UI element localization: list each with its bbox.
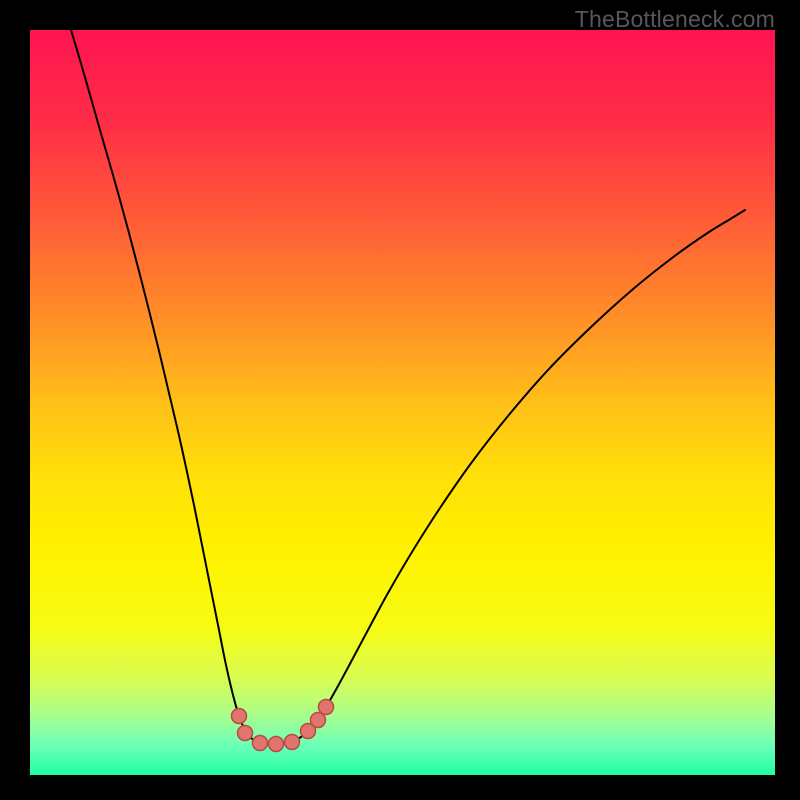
watermark-text: TheBottleneck.com — [575, 6, 775, 33]
data-marker — [269, 737, 284, 752]
chart-svg — [30, 30, 775, 775]
data-marker — [253, 736, 268, 751]
gradient-background — [30, 30, 775, 775]
plot-area — [30, 30, 775, 775]
data-marker — [232, 709, 247, 724]
data-marker — [285, 735, 300, 750]
data-marker — [319, 700, 334, 715]
data-marker — [238, 726, 253, 741]
